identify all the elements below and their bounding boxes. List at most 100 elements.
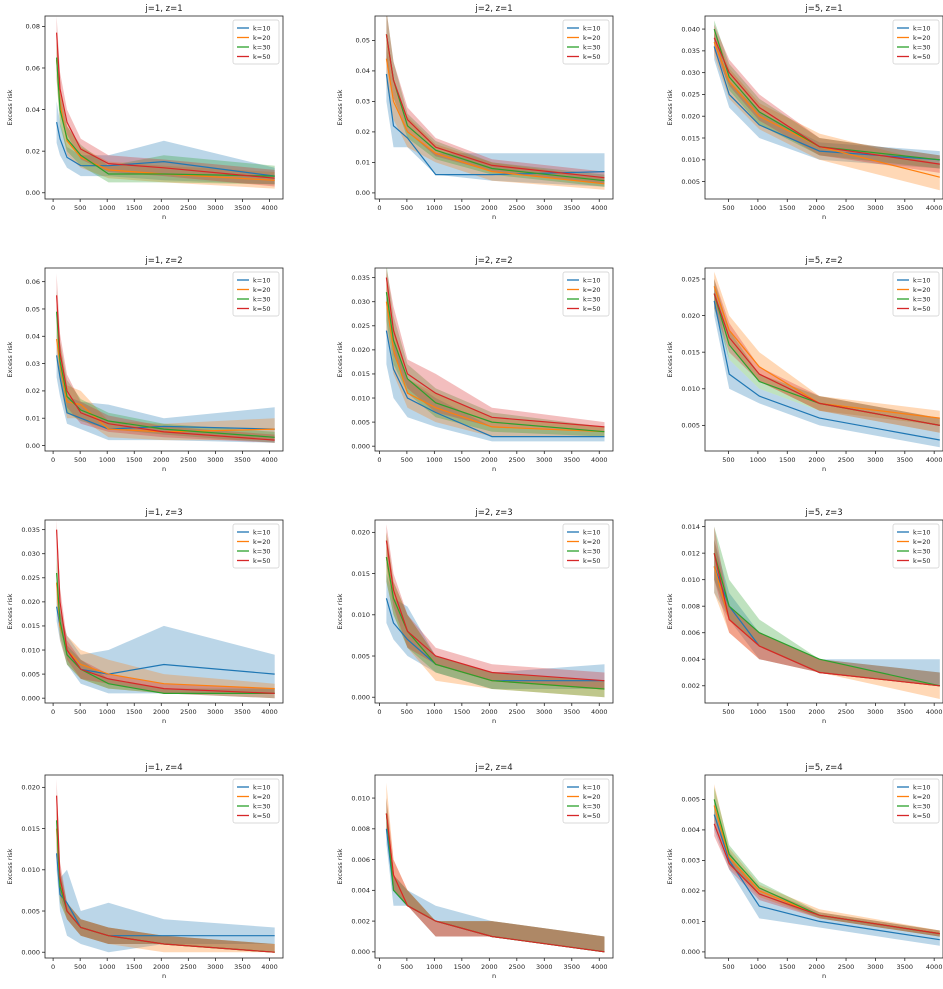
confidence-band (386, 16, 605, 187)
x-tick-label: 3500 (897, 204, 914, 212)
legend-label: k=10 (253, 24, 270, 32)
x-tick-label: 1000 (426, 456, 443, 464)
y-tick-label: 0.005 (351, 652, 370, 660)
y-axis-label: Excess risk (6, 848, 14, 884)
x-tick-label: 1500 (779, 456, 796, 464)
confidence-band (386, 524, 605, 689)
legend-label: k=10 (583, 783, 600, 791)
legend-label: k=20 (583, 286, 600, 294)
confidence-band (714, 539, 940, 699)
y-axis-label: Excess risk (6, 593, 14, 629)
legend-label: k=10 (583, 24, 600, 32)
subplot: j=1, z=3 0 500 1000 1500 2000 2500 3000 3500 4000… (6, 508, 284, 725)
y-tick-label: 0.000 (351, 694, 370, 702)
series-line (713, 286, 940, 419)
x-tick-label: 1000 (99, 456, 116, 464)
x-tick-label: 2000 (481, 204, 498, 212)
confidence-band (714, 20, 940, 169)
y-tick-label: 0.005 (681, 422, 700, 430)
x-tick-label: 3000 (867, 708, 884, 716)
x-axis-label: n (162, 717, 166, 725)
x-tick-label: 500 (401, 708, 413, 716)
y-tick-label: 0.04 (26, 333, 40, 341)
legend-label: k=50 (253, 812, 270, 820)
y-tick-label: 0.035 (351, 274, 370, 282)
x-tick-label: 500 (401, 963, 413, 971)
legend-box (892, 523, 940, 569)
x-tick-label: 1500 (126, 708, 143, 716)
x-tick-label: 500 (74, 204, 86, 212)
x-tick-label: 0 (377, 963, 381, 971)
y-tick-label: 0.000 (681, 948, 700, 956)
series-line (713, 41, 940, 178)
x-tick-label: 3000 (867, 963, 884, 971)
x-axis-label: n (162, 972, 166, 980)
y-tick-label: 0.002 (681, 682, 700, 690)
y-tick-label: 0.025 (681, 275, 700, 283)
x-tick-label: 3000 (867, 204, 884, 212)
y-tick-label: 0.01 (26, 415, 40, 423)
y-axis-label: Excess risk (336, 848, 344, 884)
x-tick-label: 3500 (234, 456, 251, 464)
legend-label: k=10 (253, 528, 270, 536)
confidence-band (386, 798, 605, 952)
x-tick-label: 1500 (779, 963, 796, 971)
confidence-band (56, 563, 275, 694)
plot-area (713, 526, 940, 699)
legend-label: k=50 (913, 53, 930, 61)
x-tick-label: 1000 (426, 708, 443, 716)
x-tick-label: 1000 (99, 204, 116, 212)
y-tick-label: 0.005 (21, 907, 40, 915)
confidence-band (386, 16, 605, 184)
x-tick-label: 3000 (867, 456, 884, 464)
subplot: j=2, z=4 0 500 1000 1500 2000 2500 3000 3500 4000… (336, 763, 614, 980)
x-axis-label: n (822, 465, 826, 473)
y-tick-label: 0.030 (351, 298, 370, 306)
x-tick-label: 500 (722, 456, 734, 464)
confidence-band (56, 333, 275, 443)
y-tick-label: 0.010 (681, 156, 700, 164)
x-tick-label: 1500 (126, 456, 143, 464)
x-tick-label: 2000 (808, 708, 825, 716)
legend-box (562, 778, 610, 824)
x-tick-label: 2000 (153, 708, 170, 716)
x-tick-label: 3500 (897, 963, 914, 971)
subplot-title: j=1, z=4 (144, 763, 182, 773)
confidence-band (56, 317, 275, 441)
legend-label: k=10 (583, 276, 600, 284)
legend-label: k=50 (253, 557, 270, 565)
y-tick-label: 0.008 (681, 602, 700, 610)
y-tick-label: 0.005 (681, 796, 700, 804)
x-tick-label: 2000 (153, 456, 170, 464)
x-tick-label: 4000 (261, 963, 278, 971)
legend-box (562, 523, 610, 569)
legend-label: k=50 (583, 305, 600, 313)
legend: k=10 k=20k=30 k=50 (232, 778, 280, 824)
y-tick-label: 0.02 (356, 128, 370, 136)
x-tick-label: 2500 (180, 963, 197, 971)
x-tick-label: 2500 (838, 204, 855, 212)
legend-box (232, 19, 280, 65)
series-line (713, 823, 940, 935)
x-tick-label: 2000 (808, 963, 825, 971)
x-tick-label: 500 (74, 456, 86, 464)
y-tick-label: 0.005 (21, 670, 40, 678)
x-tick-label: 1500 (126, 204, 143, 212)
confidence-band (56, 36, 275, 185)
x-tick-label: 2000 (153, 963, 170, 971)
plot-area (56, 520, 275, 699)
legend-box (562, 271, 610, 317)
confidence-band (386, 34, 605, 190)
y-tick-label: 0.025 (21, 574, 40, 582)
confidence-band (386, 813, 605, 952)
y-tick-label: 0.000 (351, 948, 370, 956)
y-axis-label: Excess risk (6, 341, 14, 377)
y-tick-label: 0.025 (681, 91, 700, 99)
x-tick-label: 3000 (536, 708, 553, 716)
series-line (385, 58, 605, 185)
confidence-band (386, 798, 605, 952)
x-tick-label: 1500 (454, 456, 471, 464)
x-tick-label: 1000 (99, 963, 116, 971)
y-tick-label: 0.03 (356, 98, 370, 106)
x-axis-label: n (492, 465, 496, 473)
